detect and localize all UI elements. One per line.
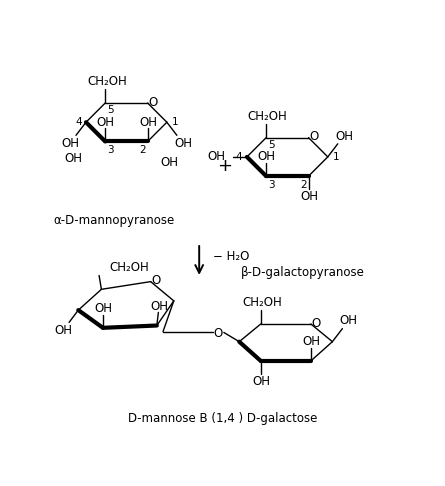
Text: OH: OH [300,191,318,204]
Text: O: O [312,317,321,330]
Text: 1: 1 [333,152,340,162]
Text: CH₂OH: CH₂OH [87,75,127,88]
Text: 5: 5 [268,139,275,150]
Text: 3: 3 [107,145,114,155]
Text: 5: 5 [107,105,114,115]
Text: 2: 2 [300,180,307,190]
Text: 4: 4 [236,152,243,162]
Text: CH₂OH: CH₂OH [248,109,287,122]
Text: CH₂OH: CH₂OH [109,261,149,274]
Text: OH: OH [139,116,158,129]
Text: O: O [148,96,158,109]
Text: OH: OH [207,150,225,163]
Text: β-D-galactopyranose: β-D-galactopyranose [241,266,365,279]
Text: OH: OH [95,302,113,315]
Text: D-mannose B (1,4 ) D-galactose: D-mannose B (1,4 ) D-galactose [128,412,317,425]
Text: OH: OH [253,375,271,388]
Text: 2: 2 [139,145,146,155]
Text: OH: OH [174,137,192,150]
Text: OH: OH [335,130,353,142]
Text: OH: OH [150,300,168,313]
Text: OH: OH [340,314,358,328]
Text: OH: OH [54,324,72,337]
Text: − H₂O: − H₂O [213,250,250,263]
Text: OH: OH [65,152,83,165]
Text: 3: 3 [268,180,275,190]
Text: CH₂OH: CH₂OH [243,296,282,309]
Text: O: O [214,328,223,341]
Text: 1: 1 [172,117,178,127]
Text: +: + [217,157,232,175]
Text: O: O [151,275,161,287]
Text: α-D-mannopyranose: α-D-mannopyranose [54,213,175,226]
Text: OH: OH [61,137,80,150]
Text: 4: 4 [75,117,81,127]
Text: OH: OH [303,335,320,348]
Text: OH: OH [160,156,178,169]
Text: O: O [309,130,319,143]
Text: OH: OH [96,116,114,129]
Text: OH: OH [257,150,275,163]
